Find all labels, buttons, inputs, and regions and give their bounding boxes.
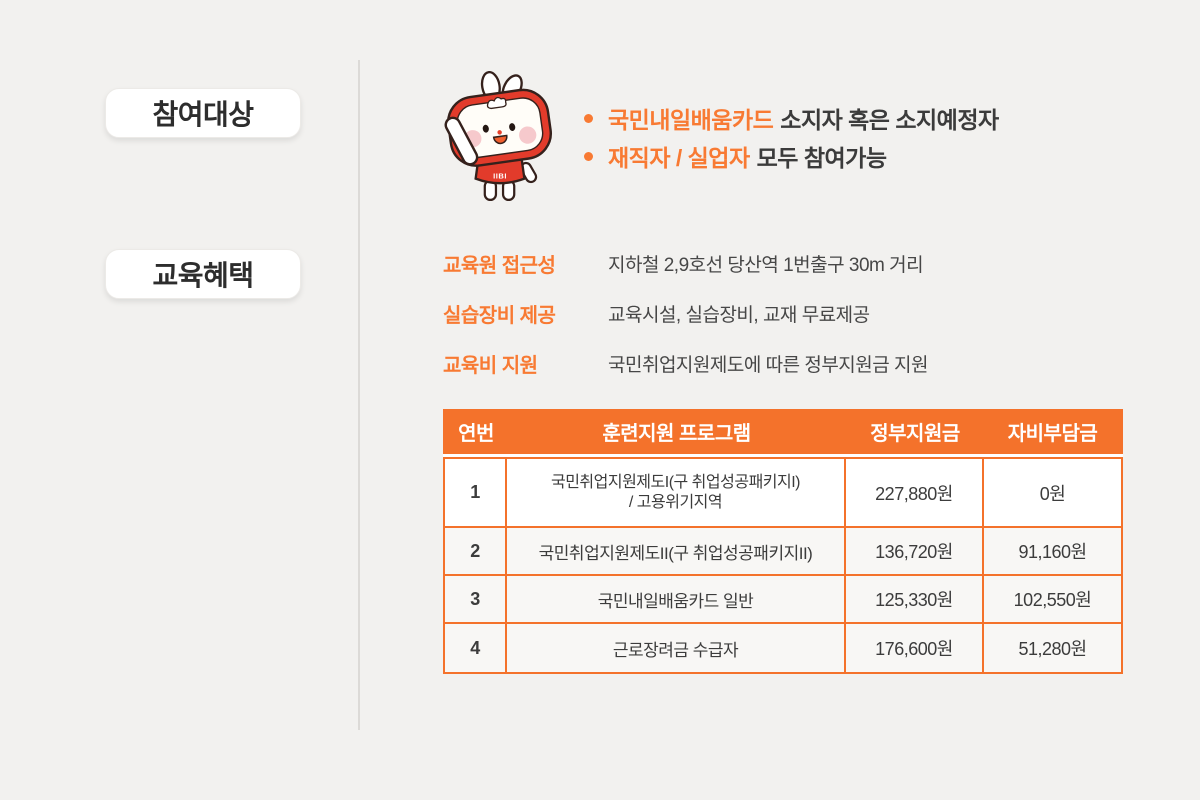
column-header-no: 연번	[458, 423, 494, 445]
cell-self-pay: 91,160원	[984, 528, 1121, 576]
program-line2: / 고용위기지역	[628, 493, 723, 511]
benefit-item: 교육원 접근성 지하철 2,9호선 당산역 1번출구 30m 거리	[443, 238, 928, 288]
benefits-label: 교육혜택	[152, 260, 254, 291]
cell-self-pay: 102,550원	[984, 576, 1121, 624]
participation-bullets: 국민내일배움카드 소지자 혹은 소지예정자 재직자 / 실업자 모두 참여가능	[584, 99, 999, 175]
cell-program: 국민취업지원제도II(구 취업성공패키지II)	[507, 528, 846, 576]
table-row: 1 국민취업지원제도I(구 취업성공패키지I) / 고용위기지역 227,880…	[445, 459, 1121, 528]
cell-program: 국민내일배움카드 일반	[507, 576, 846, 624]
table-row: 4 근로장려금 수급자 176,600원 51,280원	[445, 624, 1121, 672]
bullet-item: 국민내일배움카드 소지자 혹은 소지예정자	[584, 99, 999, 137]
benefits-label-chip: 교육혜택	[105, 249, 301, 299]
cell-no: 4	[445, 624, 507, 672]
column-header-self-pay: 자비부담금	[1007, 423, 1098, 445]
mascot-raised-arm	[444, 116, 479, 166]
column-header-gov-support: 정부지원금	[870, 423, 960, 445]
cell-no: 1	[445, 459, 507, 528]
participation-label: 참여대상	[152, 99, 254, 130]
program-line1: 근로장려금 수급자	[612, 640, 739, 660]
cell-gov-support: 136,720원	[846, 528, 984, 576]
benefit-description: 지하철 2,9호선 당산역 1번출구 30m 거리	[608, 254, 924, 276]
bullet-dot-icon	[584, 113, 593, 123]
cell-self-pay: 0원	[984, 459, 1121, 528]
program-line1: 국민취업지원제도I(구 취업성공패키지I)	[550, 473, 801, 491]
cell-self-pay: 51,280원	[984, 624, 1121, 672]
benefit-item: 실습장비 제공 교육시설, 실습장비, 교재 무료제공	[443, 288, 928, 338]
bullet-text: 국민내일배움카드 소지자 혹은 소지예정자	[608, 101, 999, 135]
cell-no: 2	[445, 528, 507, 576]
program-line1: 국민취업지원제도II(구 취업성공패키지II)	[538, 543, 813, 563]
benefit-description: 국민취업지원제도에 따른 정부지원금 지원	[608, 354, 928, 376]
bullet-rest: 소지자 혹은 소지예정자	[780, 107, 999, 133]
section-divider	[358, 60, 360, 730]
benefit-item: 교육비 지원 국민취업지원제도에 따른 정부지원금 지원	[443, 338, 928, 388]
benefit-title: 실습장비 제공	[443, 304, 556, 327]
cell-program: 근로장려금 수급자	[507, 624, 846, 672]
benefit-title: 교육비 지원	[443, 354, 538, 377]
program-line1: 국민내일배움카드 일반	[597, 591, 754, 611]
training-support-table: 연번 훈련지원 프로그램 정부지원금 자비부담금 1 국민취업지원제도I(구 취…	[443, 409, 1123, 674]
benefits-list: 교육원 접근성 지하철 2,9호선 당산역 1번출구 30m 거리 실습장비 제…	[443, 238, 928, 388]
benefit-description: 교육시설, 실습장비, 교재 무료제공	[608, 304, 870, 326]
table-row: 2 국민취업지원제도II(구 취업성공패키지II) 136,720원 91,16…	[445, 528, 1121, 576]
cell-program: 국민취업지원제도I(구 취업성공패키지I) / 고용위기지역	[507, 459, 846, 528]
bullet-highlight: 재직자 / 실업자	[608, 145, 750, 171]
cell-gov-support: 176,600원	[846, 624, 984, 672]
mascot-eye	[482, 124, 489, 133]
bullet-highlight: 국민내일배움카드	[608, 107, 774, 133]
cell-no: 3	[445, 576, 507, 624]
mascot-mouth	[492, 134, 508, 145]
bullet-text: 재직자 / 실업자 모두 참여가능	[608, 139, 887, 173]
mascot-rabbit-illustration: IIBI	[444, 71, 553, 202]
table-header-row: 연번 훈련지원 프로그램 정부지원금 자비부담금	[443, 409, 1123, 454]
column-header-program: 훈련지원 프로그램	[602, 423, 751, 445]
mascot-eye	[509, 123, 516, 131]
table-body: 1 국민취업지원제도I(구 취업성공패키지I) / 고용위기지역 227,880…	[443, 457, 1123, 674]
cell-gov-support: 227,880원	[846, 459, 984, 528]
bullet-rest: 모두 참여가능	[756, 145, 887, 171]
mascot-shirt-text: IIBI	[493, 172, 507, 181]
cell-gov-support: 125,330원	[846, 576, 984, 624]
benefit-title: 교육원 접근성	[443, 254, 556, 277]
bullet-item: 재직자 / 실업자 모두 참여가능	[584, 137, 999, 175]
bullet-dot-icon	[584, 151, 593, 161]
table-row: 3 국민내일배움카드 일반 125,330원 102,550원	[445, 576, 1121, 624]
participation-label-chip: 참여대상	[105, 88, 301, 138]
